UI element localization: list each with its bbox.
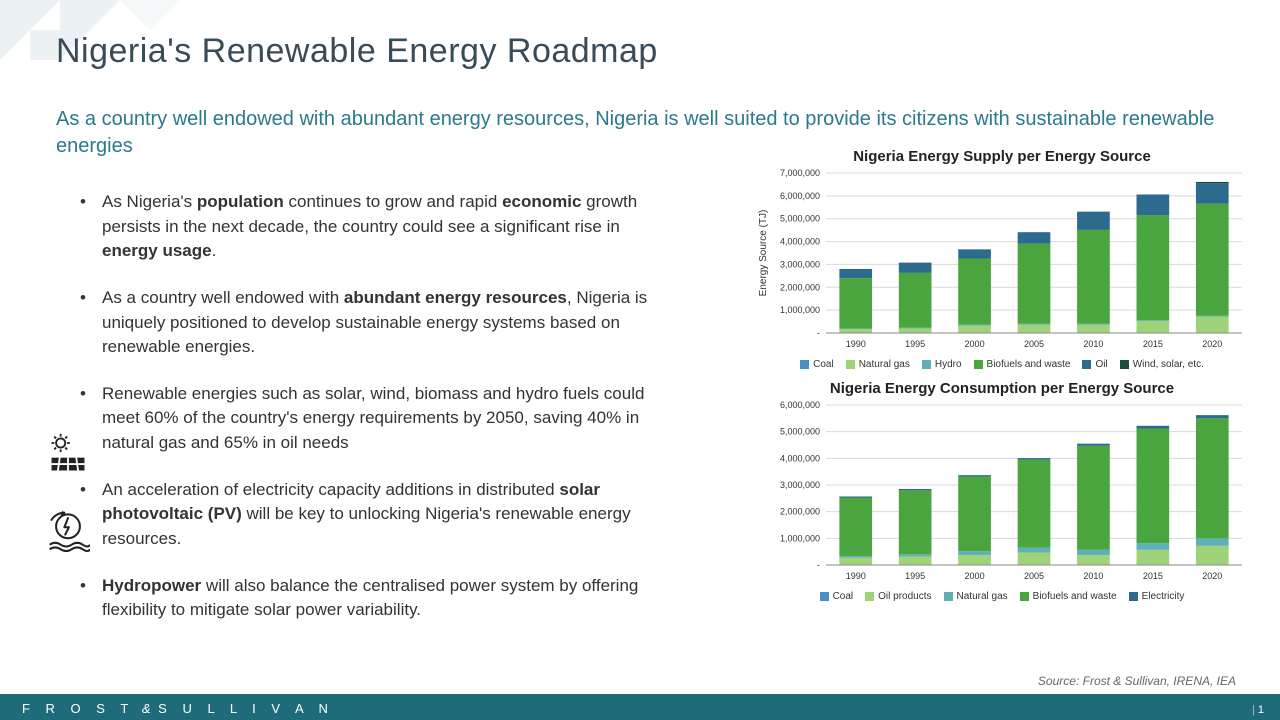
page-number: 1 <box>1252 704 1264 716</box>
chart-legend: Coal Natural gas Hydro Biofuels and waste Oi… <box>752 359 1252 370</box>
svg-text:2015: 2015 <box>1143 339 1163 349</box>
svg-text:1990: 1990 <box>846 571 866 581</box>
svg-text:7,000,000: 7,000,000 <box>780 168 820 178</box>
chart-svg: - 1,000,000 2,000,000 3,000,000 4,000,000 5,0… <box>752 399 1252 589</box>
chart-legend: Coal Oil products Natural gas Biofuels and … <box>752 591 1252 602</box>
chart-consumption: Nigeria Energy Consumption per Energy So… <box>752 380 1252 602</box>
svg-text:2,000,000: 2,000,000 <box>780 282 820 292</box>
page-title: Nigeria's Renewable Energy Roadmap <box>56 32 658 71</box>
svg-text:5,000,000: 5,000,000 <box>780 427 820 437</box>
footer-bar: F R O S T & S U L L I V A N 1 <box>0 694 1280 720</box>
svg-text:2005: 2005 <box>1024 339 1044 349</box>
svg-text:2010: 2010 <box>1083 339 1103 349</box>
svg-text:2010: 2010 <box>1083 571 1103 581</box>
bullet-item: As a country well endowed with abundant … <box>80 286 680 360</box>
svg-text:1,000,000: 1,000,000 <box>780 533 820 543</box>
svg-text:-: - <box>817 328 820 338</box>
legend-item: Natural gas <box>846 359 910 370</box>
legend-item: Electricity <box>1129 591 1185 602</box>
legend-item: Oil <box>1082 359 1107 370</box>
source-citation: Source: Frost & Sullivan, IRENA, IEA <box>1038 674 1236 688</box>
legend-item: Wind, solar, etc. <box>1120 359 1204 370</box>
svg-text:1995: 1995 <box>905 339 925 349</box>
svg-text:2000: 2000 <box>965 571 985 581</box>
svg-text:3,000,000: 3,000,000 <box>780 259 820 269</box>
svg-text:2000: 2000 <box>965 339 985 349</box>
svg-text:4,000,000: 4,000,000 <box>780 453 820 463</box>
svg-text:6,000,000: 6,000,000 <box>780 191 820 201</box>
legend-item: Hydro <box>922 359 962 370</box>
hydro-icon <box>46 508 90 557</box>
bullet-item: As Nigeria's population continues to gro… <box>80 190 680 264</box>
legend-item: Natural gas <box>944 591 1008 602</box>
svg-text:2,000,000: 2,000,000 <box>780 507 820 517</box>
slide: Nigeria's Renewable Energy Roadmap As a … <box>0 0 1280 720</box>
solar-icon <box>46 432 90 481</box>
legend-item: Biofuels and waste <box>1020 591 1117 602</box>
charts-panel: Nigeria Energy Supply per Energy Source … <box>752 148 1252 612</box>
legend-item: Biofuels and waste <box>974 359 1071 370</box>
legend-item: Coal <box>820 591 854 602</box>
chart-svg: - 1,000,000 2,000,000 3,000,000 4,000,000 5,0… <box>752 167 1252 357</box>
svg-text:1990: 1990 <box>846 339 866 349</box>
svg-text:2020: 2020 <box>1202 339 1222 349</box>
chart-title: Nigeria Energy Consumption per Energy So… <box>752 380 1252 397</box>
svg-text:5,000,000: 5,000,000 <box>780 214 820 224</box>
footer-logo: F R O S T & S U L L I V A N <box>22 701 334 716</box>
svg-text:3,000,000: 3,000,000 <box>780 480 820 490</box>
svg-text:2020: 2020 <box>1202 571 1222 581</box>
svg-text:2005: 2005 <box>1024 571 1044 581</box>
svg-text:6,000,000: 6,000,000 <box>780 400 820 410</box>
legend-item: Oil products <box>865 591 931 602</box>
svg-text:4,000,000: 4,000,000 <box>780 237 820 247</box>
bullet-list: As Nigeria's population continues to gro… <box>80 190 680 645</box>
svg-text:2015: 2015 <box>1143 571 1163 581</box>
svg-text:1,000,000: 1,000,000 <box>780 305 820 315</box>
legend-item: Coal <box>800 359 834 370</box>
svg-text:-: - <box>817 560 820 570</box>
bullet-item: Hydropower will also balance the central… <box>80 574 680 623</box>
bullet-item: Renewable energies such as solar, wind, … <box>80 382 680 456</box>
bullet-item: An acceleration of electricity capacity … <box>80 478 680 552</box>
chart-supply: Nigeria Energy Supply per Energy Source … <box>752 148 1252 370</box>
chart-title: Nigeria Energy Supply per Energy Source <box>752 148 1252 165</box>
svg-text:1995: 1995 <box>905 571 925 581</box>
svg-text:Energy Source (TJ): Energy Source (TJ) <box>758 210 769 297</box>
